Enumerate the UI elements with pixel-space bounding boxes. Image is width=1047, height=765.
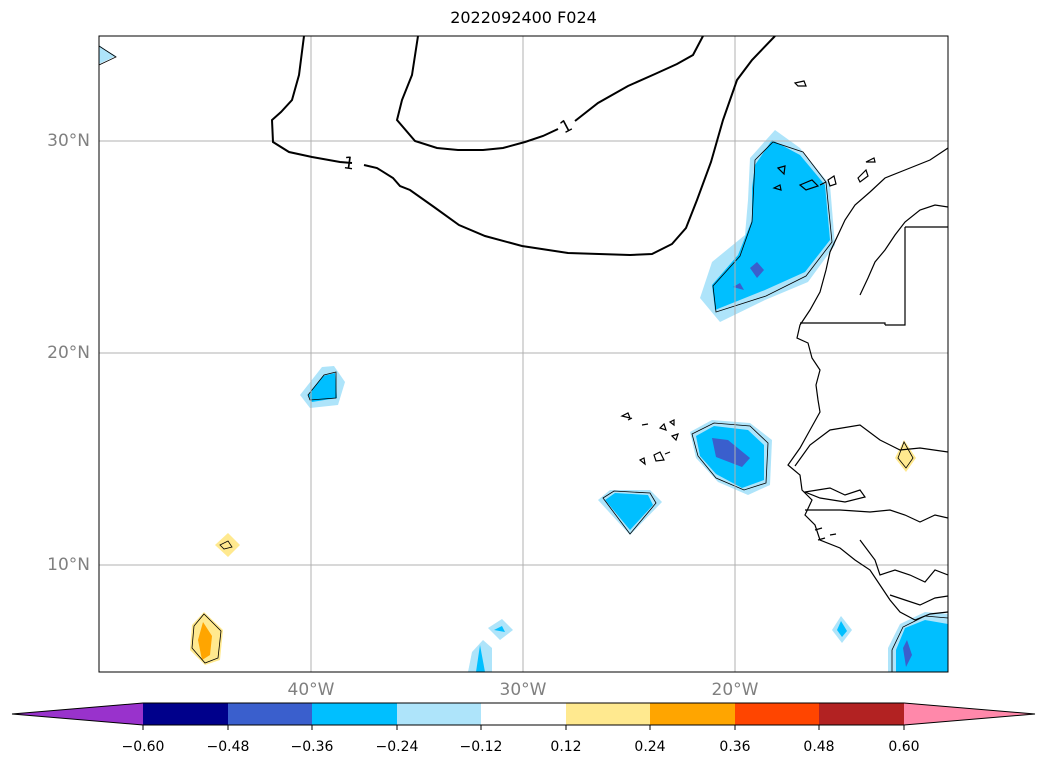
colorbar-bin [819,703,904,725]
africa-coast [787,147,948,621]
colorbar-bin [650,703,735,725]
colorbar-ticks [142,725,905,730]
gridlines [99,36,948,672]
shade-mid-mid [308,373,337,402]
colorbar-tick-label: 0.36 [719,739,751,755]
field-shading [99,45,948,672]
contour-label: 1 [557,116,576,139]
shade-pos-1-orange [198,622,212,660]
lat-label-30n: 30°N [47,131,90,151]
contour-mid [307,371,337,401]
colorbar-bin [228,703,312,725]
atlas-coast [859,204,948,296]
contour-canary [712,141,833,313]
shade-pos-3 [895,440,916,472]
contour-label: 1 [342,153,356,174]
colorbar-bin [143,703,228,725]
contour-lines [270,36,776,257]
gambia [802,487,867,503]
bijagos [814,527,837,541]
shade-mid-s [605,493,653,530]
contour-line-1-a [270,36,776,257]
colorbar-bin [312,703,397,725]
madeira [793,80,807,87]
lon-label-30w: 30°W [499,680,547,700]
contour-gg-2 [891,615,948,672]
lat-label-10n: 10°N [47,555,90,575]
contour-pos-2 [219,540,233,550]
lat-label-20n: 20°N [47,343,90,363]
canary-islands [772,157,876,191]
colorbar-bin [481,703,566,725]
shade-gg-1b [837,621,847,637]
sierra-border [859,539,948,583]
colorbar-tick-label: −0.36 [290,739,334,755]
mauritania-border [800,322,886,325]
colorbar [11,702,1036,730]
shade-nw [99,45,116,64]
shade-se-2b [494,626,505,632]
contour-pos-3 [897,441,914,469]
lon-label-40w: 40°W [287,680,335,700]
colorbar-extend-low [12,703,143,725]
colorbar-tick-label: 0.60 [888,739,920,755]
contour-pos-1 [191,613,222,664]
colorbar-tick-label: −0.60 [121,739,165,755]
map-frame [98,35,949,673]
contour-s [602,490,657,535]
colorbar-bin [735,703,819,725]
shade-dark-canary-2 [733,283,744,290]
colorbar-tick-label: −0.12 [459,739,503,755]
guinea-border [805,509,948,523]
cape-verde-islands [620,412,679,466]
shade-gg-2c [903,640,912,667]
shade-mid-canary [712,140,830,310]
colorbar-tick-label: 0.48 [803,739,835,755]
colorbar-tick-label: −0.48 [206,739,250,755]
contour-nw [99,45,117,66]
lon-label-20w: 20°W [711,680,759,700]
colorbar-tick-label: 0.24 [634,739,666,755]
colorbar-bin [397,703,481,725]
colorbar-tick-label: 0.12 [550,739,582,755]
shade-se-1b [476,645,485,672]
colorbar-bin [566,703,650,725]
coastlines [620,80,948,621]
contour-cv [691,422,769,491]
map-title: 2022092400 F024 [450,8,597,27]
shade-pos-2 [215,533,240,557]
contour-line-1-b [395,36,704,151]
colorbar-extend-high [904,703,1035,725]
ws-border [885,227,906,326]
map-plot-area [99,36,948,672]
shade-dark-cv [712,438,750,467]
senegal-border [794,424,948,467]
shade-dark-canary-1 [750,262,764,278]
liberia-border [889,594,948,606]
colorbar-tick-label: −0.24 [375,739,419,755]
